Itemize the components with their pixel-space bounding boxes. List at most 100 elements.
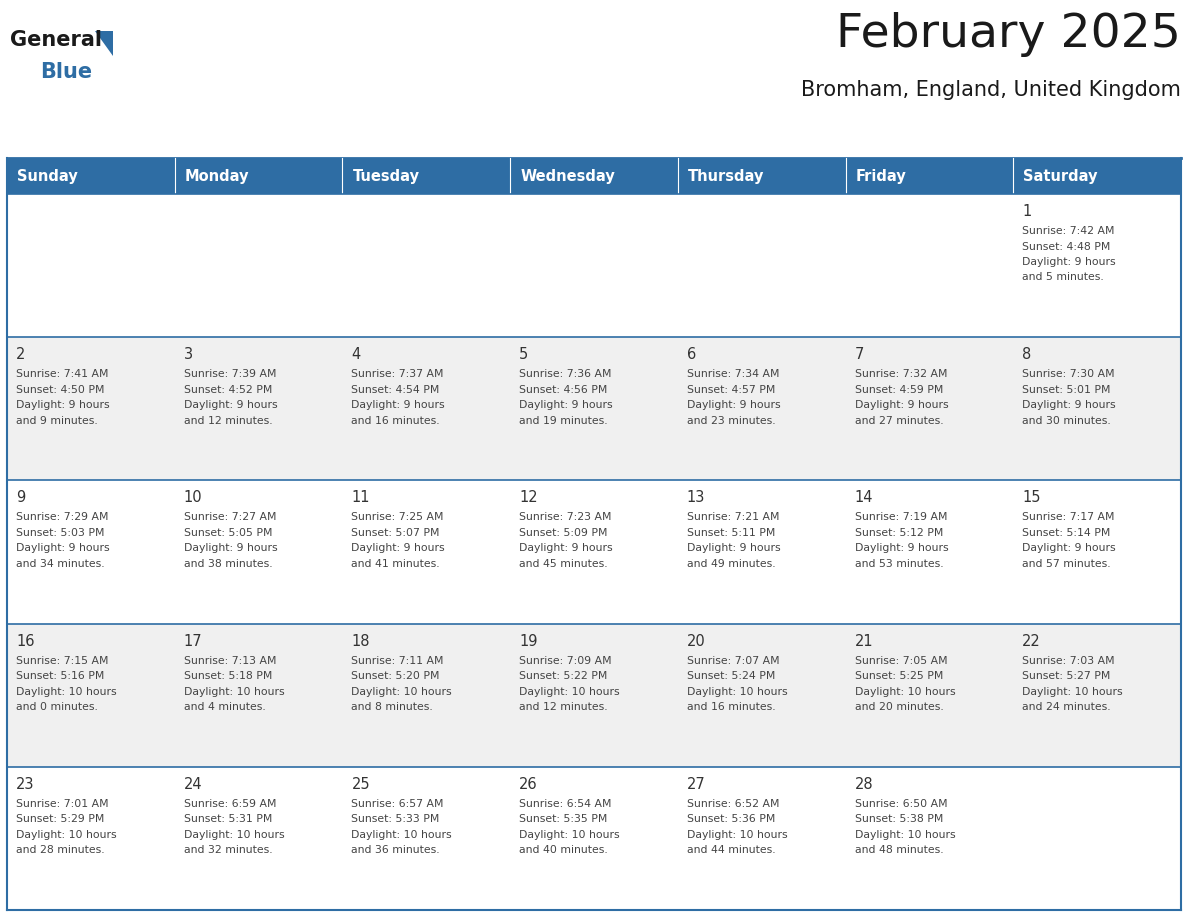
Bar bbox=[1013, 623, 1181, 767]
Text: and 4 minutes.: and 4 minutes. bbox=[184, 702, 265, 712]
Text: 25: 25 bbox=[352, 777, 369, 792]
Text: Sunset: 5:22 PM: Sunset: 5:22 PM bbox=[519, 671, 607, 681]
Text: Blue: Blue bbox=[40, 62, 93, 82]
Text: Sunset: 5:12 PM: Sunset: 5:12 PM bbox=[854, 528, 943, 538]
Text: Sunrise: 7:27 AM: Sunrise: 7:27 AM bbox=[184, 512, 277, 522]
Bar bbox=[7, 767, 175, 910]
Text: Sunrise: 7:41 AM: Sunrise: 7:41 AM bbox=[15, 369, 108, 379]
Bar bbox=[175, 194, 342, 337]
Text: 21: 21 bbox=[854, 633, 873, 649]
Text: 28: 28 bbox=[854, 777, 873, 792]
Text: Bromham, England, United Kingdom: Bromham, England, United Kingdom bbox=[801, 80, 1181, 100]
Text: Sunrise: 7:42 AM: Sunrise: 7:42 AM bbox=[1023, 226, 1114, 236]
Text: Sunset: 4:50 PM: Sunset: 4:50 PM bbox=[15, 385, 105, 395]
Text: 1: 1 bbox=[1023, 204, 1031, 219]
Text: Daylight: 9 hours: Daylight: 9 hours bbox=[687, 543, 781, 554]
Text: Sunset: 4:54 PM: Sunset: 4:54 PM bbox=[352, 385, 440, 395]
Bar bbox=[678, 337, 846, 480]
Text: 9: 9 bbox=[15, 490, 25, 506]
Text: Daylight: 10 hours: Daylight: 10 hours bbox=[854, 830, 955, 840]
Text: Sunset: 4:48 PM: Sunset: 4:48 PM bbox=[1023, 241, 1111, 252]
Text: Sunrise: 6:52 AM: Sunrise: 6:52 AM bbox=[687, 799, 779, 809]
Text: 8: 8 bbox=[1023, 347, 1031, 363]
Text: 2: 2 bbox=[15, 347, 25, 363]
Text: Monday: Monday bbox=[184, 169, 249, 184]
Text: Sunrise: 7:11 AM: Sunrise: 7:11 AM bbox=[352, 655, 444, 666]
Text: Daylight: 10 hours: Daylight: 10 hours bbox=[184, 830, 284, 840]
Text: and 53 minutes.: and 53 minutes. bbox=[854, 559, 943, 569]
Text: Sunrise: 7:23 AM: Sunrise: 7:23 AM bbox=[519, 512, 612, 522]
Text: 27: 27 bbox=[687, 777, 706, 792]
Bar bbox=[175, 337, 342, 480]
Text: Sunrise: 6:57 AM: Sunrise: 6:57 AM bbox=[352, 799, 444, 809]
Bar bbox=[678, 480, 846, 623]
Bar bbox=[342, 480, 510, 623]
Text: Sunrise: 7:25 AM: Sunrise: 7:25 AM bbox=[352, 512, 444, 522]
Text: and 27 minutes.: and 27 minutes. bbox=[854, 416, 943, 426]
Text: Sunset: 4:56 PM: Sunset: 4:56 PM bbox=[519, 385, 607, 395]
Text: Sunset: 5:18 PM: Sunset: 5:18 PM bbox=[184, 671, 272, 681]
Text: Sunset: 5:14 PM: Sunset: 5:14 PM bbox=[1023, 528, 1111, 538]
Text: Sunrise: 7:15 AM: Sunrise: 7:15 AM bbox=[15, 655, 108, 666]
Text: and 28 minutes.: and 28 minutes. bbox=[15, 845, 105, 856]
Text: and 9 minutes.: and 9 minutes. bbox=[15, 416, 97, 426]
Text: and 34 minutes.: and 34 minutes. bbox=[15, 559, 105, 569]
Text: Daylight: 10 hours: Daylight: 10 hours bbox=[687, 830, 788, 840]
Text: and 44 minutes.: and 44 minutes. bbox=[687, 845, 776, 856]
Text: and 0 minutes.: and 0 minutes. bbox=[15, 702, 97, 712]
Bar bbox=[342, 194, 510, 337]
Bar bbox=[7, 623, 175, 767]
Bar bbox=[175, 767, 342, 910]
Bar bbox=[342, 623, 510, 767]
Text: Friday: Friday bbox=[855, 169, 906, 184]
Text: Sunset: 5:27 PM: Sunset: 5:27 PM bbox=[1023, 671, 1111, 681]
Text: Daylight: 9 hours: Daylight: 9 hours bbox=[687, 400, 781, 410]
Text: Sunrise: 7:37 AM: Sunrise: 7:37 AM bbox=[352, 369, 444, 379]
Text: Sunrise: 7:17 AM: Sunrise: 7:17 AM bbox=[1023, 512, 1114, 522]
Text: 6: 6 bbox=[687, 347, 696, 363]
Text: Daylight: 9 hours: Daylight: 9 hours bbox=[352, 400, 446, 410]
Text: 17: 17 bbox=[184, 633, 202, 649]
Text: Sunset: 5:03 PM: Sunset: 5:03 PM bbox=[15, 528, 105, 538]
Bar bbox=[678, 158, 846, 194]
Text: Sunday: Sunday bbox=[17, 169, 77, 184]
Text: Tuesday: Tuesday bbox=[353, 169, 419, 184]
Bar bbox=[678, 194, 846, 337]
Bar bbox=[846, 337, 1013, 480]
Text: Sunset: 5:01 PM: Sunset: 5:01 PM bbox=[1023, 385, 1111, 395]
Text: and 40 minutes.: and 40 minutes. bbox=[519, 845, 608, 856]
Text: Daylight: 9 hours: Daylight: 9 hours bbox=[184, 543, 277, 554]
Text: Daylight: 10 hours: Daylight: 10 hours bbox=[15, 830, 116, 840]
Text: 4: 4 bbox=[352, 347, 361, 363]
Text: Sunset: 5:07 PM: Sunset: 5:07 PM bbox=[352, 528, 440, 538]
Bar bbox=[510, 194, 678, 337]
Bar bbox=[1013, 158, 1181, 194]
Text: 22: 22 bbox=[1023, 633, 1041, 649]
Text: and 45 minutes.: and 45 minutes. bbox=[519, 559, 608, 569]
Text: and 5 minutes.: and 5 minutes. bbox=[1023, 273, 1104, 283]
Text: Daylight: 9 hours: Daylight: 9 hours bbox=[15, 543, 109, 554]
Text: and 41 minutes.: and 41 minutes. bbox=[352, 559, 440, 569]
Text: Sunrise: 7:30 AM: Sunrise: 7:30 AM bbox=[1023, 369, 1114, 379]
Bar bbox=[846, 623, 1013, 767]
Text: and 16 minutes.: and 16 minutes. bbox=[687, 702, 776, 712]
Text: Sunset: 5:11 PM: Sunset: 5:11 PM bbox=[687, 528, 776, 538]
Bar bbox=[175, 623, 342, 767]
Text: 24: 24 bbox=[184, 777, 202, 792]
Text: Daylight: 10 hours: Daylight: 10 hours bbox=[519, 687, 620, 697]
Text: Wednesday: Wednesday bbox=[520, 169, 615, 184]
Text: 10: 10 bbox=[184, 490, 202, 506]
Text: and 12 minutes.: and 12 minutes. bbox=[519, 702, 608, 712]
Text: 15: 15 bbox=[1023, 490, 1041, 506]
Bar bbox=[846, 480, 1013, 623]
Text: Sunset: 4:57 PM: Sunset: 4:57 PM bbox=[687, 385, 776, 395]
Text: February 2025: February 2025 bbox=[836, 12, 1181, 57]
Bar bbox=[175, 158, 342, 194]
Text: Daylight: 10 hours: Daylight: 10 hours bbox=[687, 687, 788, 697]
Text: Daylight: 9 hours: Daylight: 9 hours bbox=[15, 400, 109, 410]
Text: Sunrise: 6:59 AM: Sunrise: 6:59 AM bbox=[184, 799, 277, 809]
Text: Sunset: 5:09 PM: Sunset: 5:09 PM bbox=[519, 528, 607, 538]
Text: and 32 minutes.: and 32 minutes. bbox=[184, 845, 272, 856]
Text: 16: 16 bbox=[15, 633, 34, 649]
Text: Daylight: 10 hours: Daylight: 10 hours bbox=[1023, 687, 1123, 697]
